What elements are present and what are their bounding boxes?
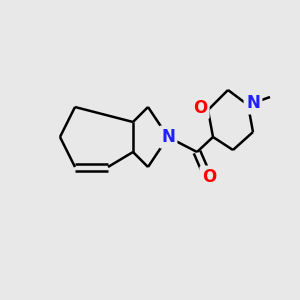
Text: N: N: [161, 128, 175, 146]
Text: N: N: [246, 94, 260, 112]
Text: O: O: [193, 99, 207, 117]
Text: O: O: [202, 168, 216, 186]
